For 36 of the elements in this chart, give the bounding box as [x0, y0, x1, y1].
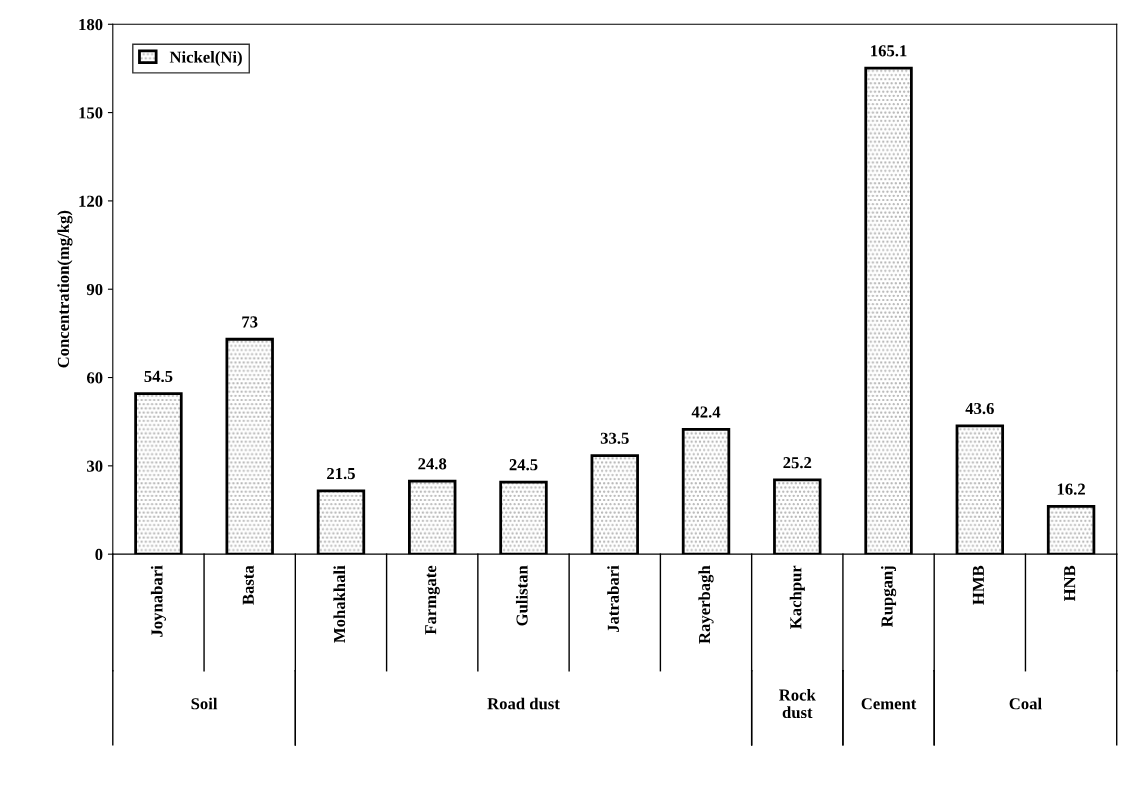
data-label: 24.8: [418, 458, 447, 470]
x-tick-label: Joynabari: [150, 565, 167, 637]
x-tick-label: Jatrabari: [607, 565, 619, 633]
y-tick-label: 150: [79, 107, 103, 119]
text: Road dust: [487, 697, 560, 710]
data-label: 16.2: [1057, 483, 1085, 495]
y-tick-label: 90: [86, 283, 103, 296]
x-tick-label: Kachpur: [789, 565, 805, 629]
y-tick-label: 30: [87, 460, 103, 472]
text: Cement: [861, 698, 917, 710]
data-label: 165.1: [871, 45, 907, 57]
x-tick-label: Basta: [242, 565, 254, 605]
x-tick-label: Mohakhali: [333, 565, 346, 643]
data-label: 43.6: [965, 402, 994, 415]
x-tick-label: HNB: [1064, 565, 1076, 602]
x-tick-label: Farmgate: [425, 565, 440, 635]
data-label: 42.4: [691, 406, 721, 418]
x-tick-label: HMB: [972, 565, 984, 605]
x-tick-label: Rupganj: [880, 566, 897, 628]
data-label: 21.5: [327, 467, 355, 480]
x-tick-label: Rayerbagh: [698, 565, 714, 644]
y-tick-label: 60: [86, 372, 103, 384]
data-label: 73: [242, 316, 258, 328]
text: Rock dust: [779, 688, 816, 719]
x-tick-label: Gulistan: [515, 565, 528, 626]
y-tick-label: 180: [79, 18, 103, 31]
y-axis-title: Concentration(mg/kg): [57, 210, 73, 368]
y-tick-label: 120: [79, 195, 103, 207]
data-label: 54.5: [144, 370, 173, 383]
y-tick-label: 0: [95, 548, 103, 561]
text: Soil: [191, 697, 218, 710]
data-label: 25.2: [783, 457, 812, 469]
text: Coal: [1009, 697, 1042, 710]
data-label: 33.5: [600, 432, 629, 444]
data-label: 24.5: [509, 459, 538, 471]
legend-label: Nickel(Ni): [169, 51, 242, 67]
